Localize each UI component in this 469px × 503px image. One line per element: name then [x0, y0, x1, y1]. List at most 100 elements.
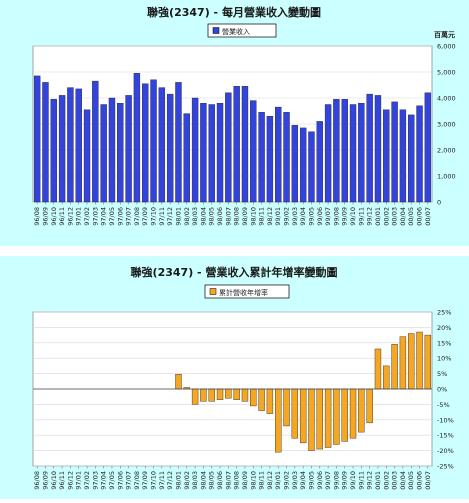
x-tick-label: 99/12	[366, 207, 374, 226]
x-tick-label: 99/11	[357, 471, 365, 490]
x-tick-label: 97/07	[125, 207, 133, 226]
bar	[283, 112, 290, 203]
growth-chart-panel: 聯強(2347) - 營業收入累計年增率變動圖 累計營收年增率 -25% -20%…	[0, 256, 469, 499]
y-tick-label: 3,000	[437, 121, 456, 129]
x-tick-label: 99/07	[324, 471, 332, 490]
bar	[366, 93, 373, 203]
x-tick-label: 98/09	[241, 207, 249, 226]
x-tick-label: 99/10	[349, 471, 357, 490]
x-tick-label: 97/02	[83, 207, 91, 226]
bar	[216, 102, 224, 203]
y-tick-label: -5%	[437, 401, 450, 409]
bar	[175, 374, 182, 390]
x-tick-label: 00/05	[407, 471, 415, 490]
bar	[241, 388, 249, 402]
bar	[291, 388, 299, 439]
bar	[133, 73, 141, 203]
y-tick-label: 2,000	[437, 147, 456, 155]
x-tick-label: 96/10	[50, 471, 58, 490]
x-axis: 96/08 96/09 96/10 96/11 96/12 97/01 97/02 97/03…	[33, 202, 432, 226]
bar	[424, 334, 432, 390]
x-tick-label: 98/01	[174, 207, 182, 226]
bar	[241, 86, 249, 203]
bar	[233, 86, 240, 203]
bar	[399, 336, 407, 390]
y-tick-label: 0%	[437, 386, 447, 394]
x-tick-label: 98/11	[258, 207, 266, 226]
bar	[216, 388, 224, 400]
bar	[225, 388, 232, 399]
x-tick-label: 97/09	[141, 207, 149, 226]
x-tick-label: 00/06	[416, 207, 424, 226]
bar	[299, 127, 307, 203]
bar	[258, 112, 265, 203]
x-tick-label: 00/03	[391, 207, 399, 226]
bar	[83, 109, 91, 203]
y-axis: 0 1,000 2,000 3,000 4,000 5,000 6,000	[437, 43, 456, 207]
growth-chart: 聯強(2347) - 營業收入累計年增率變動圖 累計營收年增率 -25% -20%…	[0, 256, 469, 499]
bars	[33, 73, 432, 203]
legend-label: 累計營收年增率	[219, 288, 268, 297]
bar	[108, 97, 116, 203]
bar	[391, 344, 398, 390]
unit-label: 百萬元	[434, 30, 455, 39]
gridlines	[33, 45, 432, 203]
y-tick-label: -25%	[437, 463, 454, 471]
y-tick-label: -20%	[437, 447, 454, 455]
y-axis: -25% -20% -15% -10% -5% 0% 5% 10% 15% 20% 25%	[437, 309, 454, 471]
bars	[175, 331, 432, 453]
x-tick-label: 99/04	[299, 471, 307, 490]
x-tick-label: 97/04	[100, 207, 108, 226]
bar	[100, 104, 107, 203]
bar	[208, 388, 215, 402]
x-tick-label: 97/04	[100, 471, 108, 490]
bar	[191, 97, 199, 203]
bar	[50, 99, 57, 203]
bar	[341, 99, 348, 203]
bar	[408, 333, 415, 390]
revenue-chart: 聯強(2347) - 每月營業收入變動圖 百萬元 營業收入 0 1,000 2,00…	[0, 0, 469, 246]
legend-label: 營業收入	[222, 27, 250, 36]
y-tick-label: -15%	[437, 432, 454, 440]
x-tick-label: 00/03	[391, 471, 399, 490]
bar	[391, 101, 398, 203]
bar	[258, 388, 265, 411]
x-tick-label: 00/02	[382, 207, 390, 226]
bar	[383, 365, 390, 390]
bar	[67, 87, 74, 203]
bar	[266, 115, 274, 203]
revenue-chart-panel: 聯強(2347) - 每月營業收入變動圖 百萬元 營業收入 0 1,000 2,00…	[0, 0, 469, 246]
bar	[308, 131, 315, 203]
x-tick-label: 96/09	[41, 471, 49, 490]
x-tick-label: 97/12	[166, 471, 174, 490]
x-tick-label: 99/01	[274, 207, 282, 226]
x-tick-label: 96/08	[33, 207, 41, 226]
bar	[125, 95, 132, 203]
x-tick-label: 99/11	[357, 207, 365, 226]
bar	[349, 388, 357, 439]
x-tick-label: 97/02	[83, 471, 91, 490]
x-tick-label: 98/02	[183, 471, 191, 490]
bar	[358, 102, 365, 203]
x-tick-label: 99/07	[324, 207, 332, 226]
x-tick-label: 98/05	[208, 207, 216, 226]
x-tick-label: 97/01	[75, 207, 83, 226]
bar	[399, 109, 407, 203]
y-tick-label: 25%	[437, 309, 451, 317]
bar	[316, 388, 323, 450]
x-tick-label: 00/04	[399, 207, 407, 226]
x-tick-label: 98/03	[191, 471, 199, 490]
x-tick-label: 99/10	[349, 207, 357, 226]
x-tick-label: 98/06	[216, 207, 224, 226]
y-tick-label: 6,000	[437, 43, 456, 51]
y-tick-label: 20%	[437, 324, 451, 332]
bar	[142, 83, 149, 203]
x-tick-label: 99/09	[341, 471, 349, 490]
legend-swatch	[209, 288, 217, 295]
bar	[324, 388, 332, 448]
bar	[233, 388, 240, 400]
x-tick-label: 97/07	[125, 471, 133, 490]
bar	[42, 82, 49, 203]
x-tick-label: 97/06	[116, 207, 124, 226]
x-tick-label: 99/03	[291, 471, 299, 490]
